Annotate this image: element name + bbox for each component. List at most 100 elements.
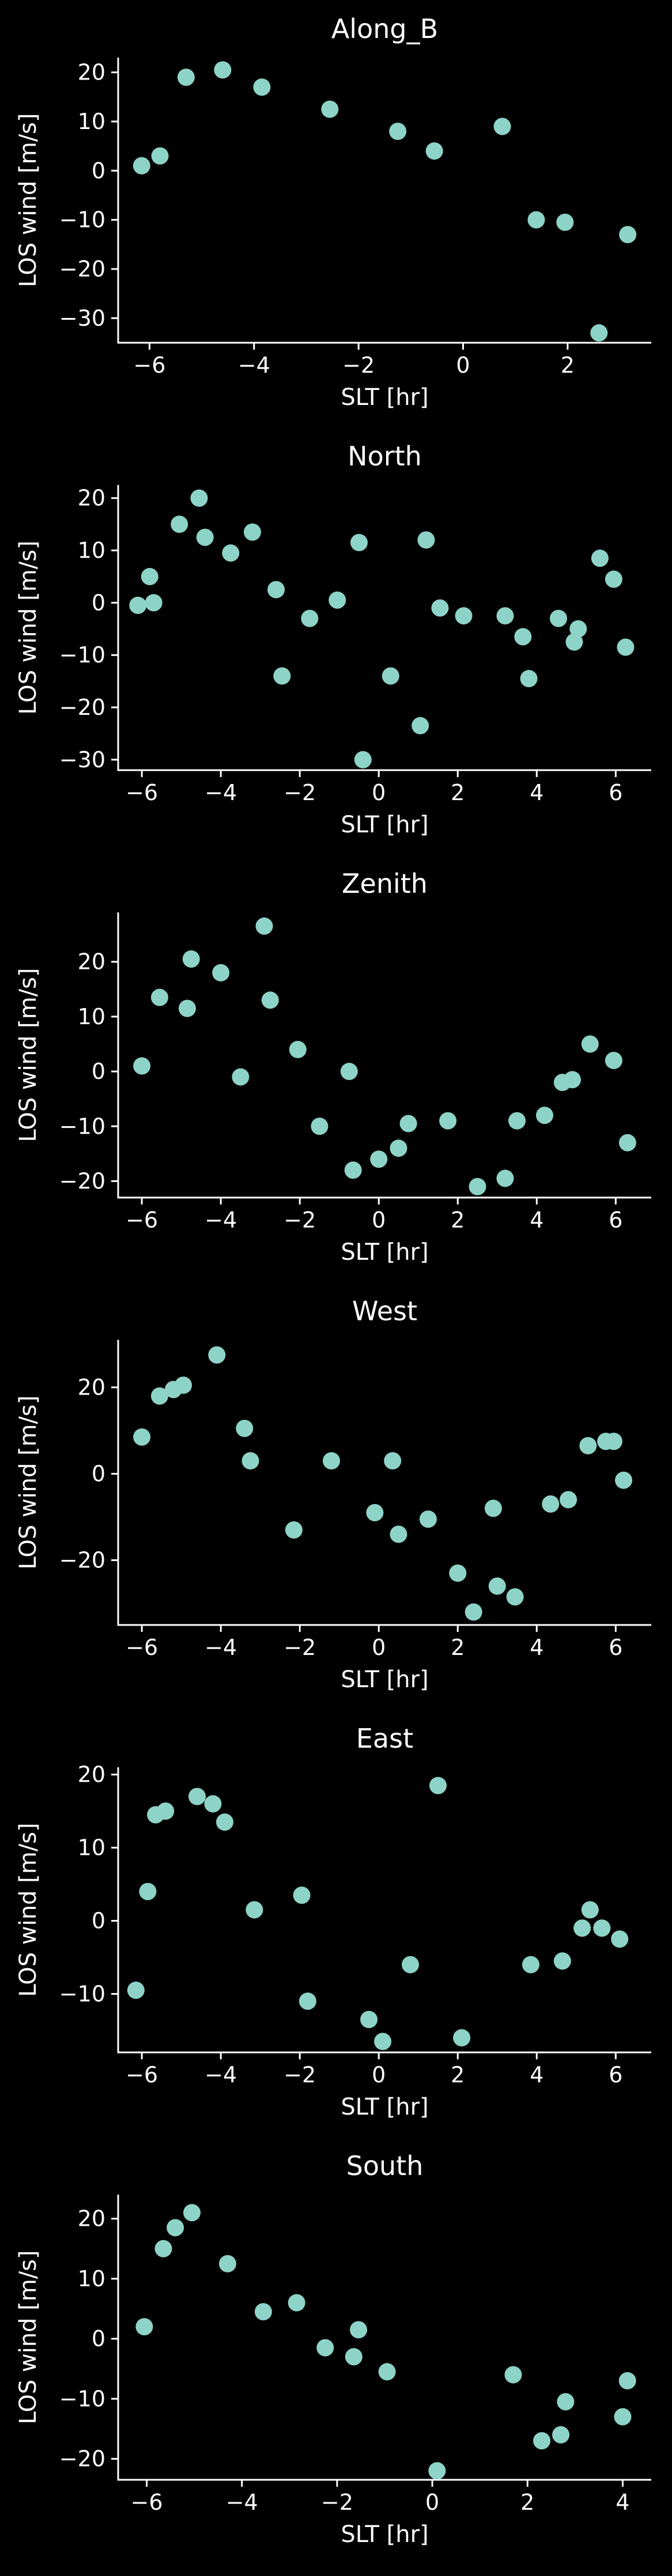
data-point xyxy=(557,2393,575,2411)
x-tick-label: −4 xyxy=(205,780,237,805)
x-tick-label: −2 xyxy=(284,1635,316,1660)
data-point xyxy=(135,2318,153,2336)
data-point xyxy=(196,528,214,546)
data-point xyxy=(345,2348,363,2366)
data-point xyxy=(453,2029,471,2047)
x-tick-label: 4 xyxy=(530,1207,543,1233)
data-point xyxy=(370,1150,388,1168)
data-point xyxy=(496,607,514,625)
data-point xyxy=(560,1491,577,1509)
data-point xyxy=(190,489,208,507)
y-tick-label: −10 xyxy=(59,2386,105,2411)
x-tick-label: −6 xyxy=(126,2062,158,2088)
data-point xyxy=(177,69,195,86)
y-tick-label: −30 xyxy=(59,305,105,331)
data-point xyxy=(549,609,567,627)
data-point xyxy=(171,516,188,533)
x-tick-label: 2 xyxy=(561,353,575,378)
data-point xyxy=(484,1499,502,1517)
data-point xyxy=(360,2010,378,2028)
data-point xyxy=(605,570,622,588)
data-point xyxy=(384,1452,402,1469)
data-point xyxy=(204,1795,222,1813)
y-tick-label: 20 xyxy=(78,1375,105,1400)
data-point xyxy=(246,1901,263,1919)
data-point xyxy=(129,596,147,614)
data-point xyxy=(157,1802,175,1820)
y-tick-label: 10 xyxy=(78,1835,105,1861)
x-axis-label: SLT [hr] xyxy=(341,384,428,411)
data-point xyxy=(542,1495,560,1513)
data-point xyxy=(431,599,449,617)
y-tick-label: −20 xyxy=(59,695,105,720)
y-tick-label: −10 xyxy=(59,642,105,668)
data-point xyxy=(527,211,545,229)
data-point xyxy=(366,1504,384,1521)
y-tick-label: 20 xyxy=(78,1762,105,1787)
y-tick-label: −30 xyxy=(59,747,105,772)
x-tick-label: 4 xyxy=(530,1635,543,1660)
data-point xyxy=(273,667,291,685)
x-tick-label: −2 xyxy=(284,1207,316,1233)
y-tick-label: 20 xyxy=(78,60,105,85)
y-tick-label: 20 xyxy=(78,2206,105,2232)
data-point xyxy=(236,1419,254,1437)
data-point xyxy=(617,638,635,656)
data-point xyxy=(496,1169,514,1187)
x-tick-label: −2 xyxy=(284,780,316,805)
y-tick-label: −20 xyxy=(59,256,105,282)
data-point xyxy=(552,2426,570,2444)
data-point xyxy=(182,950,200,968)
x-tick-label: −6 xyxy=(133,353,165,378)
x-tick-label: −4 xyxy=(205,2062,237,2088)
data-point xyxy=(323,1452,340,1469)
data-point xyxy=(508,1112,526,1130)
y-tick-label: −20 xyxy=(59,1168,105,1194)
data-point xyxy=(214,61,232,79)
y-tick-label: 0 xyxy=(92,2326,105,2351)
y-tick-label: 10 xyxy=(78,1004,105,1029)
data-point xyxy=(145,594,163,612)
data-point xyxy=(316,2339,334,2357)
data-point xyxy=(150,988,168,1006)
x-tick-label: 6 xyxy=(609,2062,622,2088)
data-point xyxy=(399,1115,417,1132)
x-tick-label: −4 xyxy=(226,2490,258,2515)
chart-title: East xyxy=(356,1723,413,1754)
data-point xyxy=(222,544,240,562)
data-point xyxy=(150,1387,168,1405)
x-axis-label: SLT [hr] xyxy=(341,2521,428,2548)
x-axis-label: SLT [hr] xyxy=(341,1239,428,1266)
chart-title: Along_B xyxy=(331,13,438,44)
data-point xyxy=(340,1063,358,1081)
data-point xyxy=(504,2366,522,2384)
x-tick-label: −4 xyxy=(205,1635,237,1660)
y-tick-label: 0 xyxy=(92,1059,105,1084)
data-point xyxy=(428,2462,446,2480)
axis-lines xyxy=(117,485,651,771)
data-point xyxy=(425,142,443,160)
data-point xyxy=(556,213,574,231)
data-point xyxy=(216,1813,233,1831)
data-point xyxy=(321,100,339,118)
chart-title: North xyxy=(348,441,422,472)
data-point xyxy=(522,1956,540,1973)
x-tick-label: −4 xyxy=(238,353,270,378)
data-point xyxy=(389,123,407,141)
x-tick-label: −4 xyxy=(205,1207,237,1233)
y-axis-label: LOS wind [m/s] xyxy=(15,968,41,1142)
y-tick-label: −10 xyxy=(59,1981,105,2006)
x-tick-label: −6 xyxy=(126,780,158,805)
x-tick-label: 0 xyxy=(372,1635,386,1660)
y-tick-label: −10 xyxy=(59,1113,105,1139)
y-tick-label: −10 xyxy=(59,207,105,233)
data-point xyxy=(593,1919,611,1937)
data-point xyxy=(175,1376,192,1394)
data-point xyxy=(344,1161,362,1179)
